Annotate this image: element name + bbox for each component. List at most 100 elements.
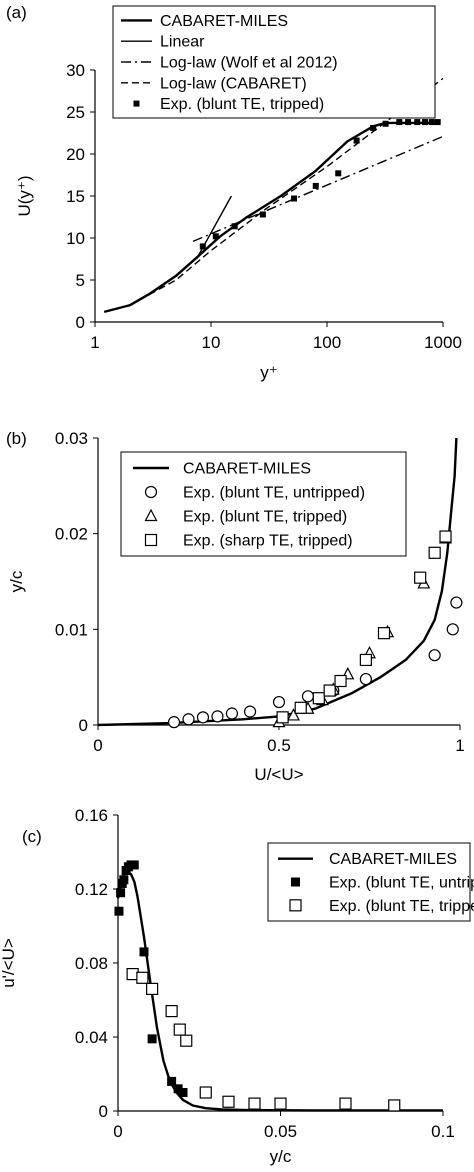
data-point [323,684,336,697]
data-point [180,1034,193,1047]
legend-label: CABARET-MILES [183,461,311,478]
x-tick-label: 0.1 [431,1122,455,1141]
data-point [339,1097,352,1110]
x-tick-label: 10 [202,333,221,352]
legend-box [120,451,407,557]
data-point [173,1084,183,1094]
series-log-law-cabaret-line [129,77,444,306]
panel-label: (c) [22,827,42,846]
legend-label: Exp. (blunt TE, untripped) [183,485,365,502]
y-tick-label: 0.08 [75,954,108,973]
y-tick-label: 20 [66,145,85,164]
legend-label: Linear [160,34,205,51]
data-point [167,716,181,729]
data-point [312,692,325,705]
data-point [129,860,139,870]
data-point [116,888,126,898]
data-point [178,1088,188,1097]
data-point [136,971,149,984]
data-point [301,690,315,703]
y-tick-label: 5 [76,271,85,290]
series-cabaret-miles-line [97,437,458,727]
y-tick-label: 25 [66,103,85,122]
data-point [276,711,289,724]
data-point [286,708,300,721]
data-point [422,119,429,126]
data-point [199,243,206,250]
x-tick-label: 1000 [424,333,462,352]
data-point [259,211,266,218]
data-point [388,1099,401,1112]
data-point [211,710,224,723]
series-exp-blunt-te-untripped [167,596,463,729]
data-point [173,1023,186,1036]
legend-marker [144,508,158,522]
y-axis-label: u'/<U> [0,938,18,988]
chart-panel-b: 0 0.5 1 0 0.01 0.02 0.03 U/<U> y/c (b) CABARET-MIL… [6,429,465,784]
x-tick-label: 0.5 [267,736,291,755]
series-cabaret-miles-line [103,121,438,314]
x-axis-label: y⁺ [260,363,277,382]
data-point [377,627,391,640]
data-point [139,947,149,957]
series-exp-sharp-te-tripped [276,530,452,724]
y-axis-label: y/c [7,570,26,592]
data-point [428,119,435,126]
data-point [182,713,195,726]
data-point [167,1076,177,1086]
data-point [428,649,441,662]
data-point [428,546,441,559]
y-tick-label: 30 [66,61,85,80]
data-point [382,120,389,127]
y-tick-label: 0.01 [55,620,88,639]
y-tick-label: 0.12 [75,880,108,899]
x-tick-label: 0 [93,736,102,755]
data-point [312,182,319,189]
data-point [335,170,342,177]
legend-box [112,5,436,119]
legend: CABARET-MILES Exp. (blunt TE, untripped) E… [267,842,474,922]
x-tick-label: 100 [313,333,341,352]
legend-label: Exp. (blunt TE, tripped) [329,898,474,915]
legend-marker [144,485,158,499]
x-tick-label: 0 [113,1122,122,1141]
legend-marker [144,533,158,547]
data-point [274,1097,287,1110]
data-point [272,695,286,709]
legend-label: Exp. (blunt TE, untripped) [329,875,474,892]
y-tick-label: 0 [99,1102,108,1121]
series-exp-blunt-te-tripped [199,119,441,250]
data-point [243,705,257,718]
data-point [439,530,452,543]
data-point [353,137,360,144]
legend-label: CABARET-MILES [160,13,288,30]
data-point [446,623,459,636]
chart-panel-a: 1 10 100 1000 0 5 10 15 20 25 30 y⁺ U(y⁺) (a) CABARET-… [6,3,462,382]
data-point [225,707,239,720]
data-point [231,223,238,230]
data-point [405,119,412,126]
data-point [414,119,421,126]
legend-marker [289,899,302,912]
data-point [248,1097,261,1110]
legend-marker [133,100,140,107]
x-tick-label: 1 [90,333,99,352]
data-point [434,119,441,126]
y-tick-label: 0.04 [75,1028,108,1047]
legend-label: CABARET-MILES [329,851,457,868]
data-point [222,1095,235,1108]
data-point [114,906,124,916]
legend-box [267,842,471,922]
data-point [212,233,219,240]
data-point [334,674,347,688]
legend-label: Log-law (CABARET) [160,75,307,92]
y-tick-label: 0.16 [75,806,108,825]
y-tick-label: 10 [66,229,85,248]
data-point [414,571,427,584]
x-axis-label: U/<U> [254,765,303,784]
x-tick-label: 0.05 [264,1122,297,1141]
x-axis-label: y/c [270,1147,292,1166]
data-point [196,711,210,724]
panel-label: (b) [6,429,27,448]
